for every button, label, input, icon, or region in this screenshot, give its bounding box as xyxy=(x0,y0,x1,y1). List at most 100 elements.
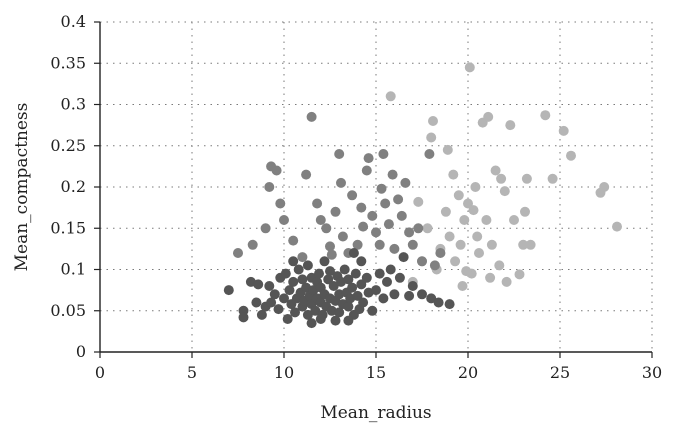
data-point-s2-32 xyxy=(505,120,516,131)
data-point-s2-19 xyxy=(470,182,481,192)
data-point-s1-21 xyxy=(352,239,363,250)
data-point-s2-5 xyxy=(428,116,438,126)
data-point-s0-64 xyxy=(356,279,367,290)
data-point-s2-27 xyxy=(490,165,501,176)
data-point-s2-4 xyxy=(426,132,437,143)
data-point-s1-5 xyxy=(271,165,282,176)
data-point-s2-46 xyxy=(442,144,453,155)
data-point-s2-25 xyxy=(485,272,496,283)
x-axis-title: Mean_radius xyxy=(320,403,431,423)
data-point-s2-24 xyxy=(483,111,494,122)
data-point-s0-28 xyxy=(302,260,313,271)
y-tick-label-8: 0.4 xyxy=(61,12,86,31)
data-point-s2-43 xyxy=(599,182,610,192)
data-point-s0-40 xyxy=(319,256,330,267)
data-point-s0-88 xyxy=(385,264,396,275)
data-point-s2-44 xyxy=(612,221,622,232)
data-point-s1-20 xyxy=(347,190,358,201)
data-point-s2-12 xyxy=(453,190,464,201)
data-point-s1-39 xyxy=(424,149,435,159)
data-point-s2-15 xyxy=(459,215,470,225)
data-point-s1-10 xyxy=(301,169,312,180)
data-point-s2-45 xyxy=(413,196,424,207)
x-tick-label-0: 0 xyxy=(95,363,105,382)
data-point-s1-9 xyxy=(297,252,308,263)
y-tick-label-0: 0 xyxy=(76,342,86,361)
data-point-s2-11 xyxy=(450,256,461,267)
data-point-s0-47 xyxy=(328,281,339,291)
data-point-s1-41 xyxy=(435,248,446,258)
data-point-s1-46 xyxy=(376,183,387,194)
series-1 xyxy=(233,111,446,271)
data-point-s0-45 xyxy=(325,266,335,277)
data-point-s2-40 xyxy=(558,125,569,136)
data-point-s0-66 xyxy=(361,272,372,283)
data-point-s0-76 xyxy=(407,281,418,291)
y-tick-label-5: 0.25 xyxy=(50,136,86,155)
data-point-s1-28 xyxy=(378,149,389,159)
data-point-s1-33 xyxy=(393,194,404,205)
data-point-s1-45 xyxy=(326,249,337,260)
data-point-s1-31 xyxy=(387,169,398,180)
x-tick-label-5: 25 xyxy=(550,363,570,382)
data-point-s0-4 xyxy=(251,297,262,308)
y-tick-label-1: 0.05 xyxy=(50,301,86,320)
data-point-s0-21 xyxy=(293,264,304,275)
series-2 xyxy=(385,62,622,291)
data-point-s0-6 xyxy=(256,309,267,320)
data-point-s0-13 xyxy=(279,293,289,304)
x-tick-label-2: 10 xyxy=(274,363,294,382)
data-point-s1-40 xyxy=(429,260,440,271)
x-tick-label-4: 20 xyxy=(458,363,478,382)
data-point-s1-17 xyxy=(334,149,345,159)
data-point-s0-77 xyxy=(417,289,427,300)
x-axis-ticks: 0 5 10 15 20 25 30 xyxy=(95,352,662,382)
data-point-s1-6 xyxy=(275,198,286,209)
data-point-s1-32 xyxy=(389,243,400,254)
data-point-s1-38 xyxy=(417,256,427,267)
y-tick-label-4: 0.2 xyxy=(61,177,86,196)
data-point-s2-38 xyxy=(540,110,551,121)
data-point-s1-29 xyxy=(380,198,391,209)
data-point-s0-59 xyxy=(347,282,358,293)
data-point-s2-39 xyxy=(547,173,558,184)
data-point-s1-12 xyxy=(312,198,323,209)
data-point-s1-14 xyxy=(321,223,332,234)
data-point-s1-18 xyxy=(337,231,348,242)
data-point-s1-16 xyxy=(330,206,341,217)
data-point-s2-31 xyxy=(501,276,512,287)
data-point-s2-26 xyxy=(486,239,497,250)
data-point-s2-28 xyxy=(494,260,505,271)
data-point-s1-37 xyxy=(413,223,424,234)
data-point-s1-34 xyxy=(396,210,407,221)
data-point-s1-30 xyxy=(383,219,394,230)
grid xyxy=(100,21,653,352)
x-tick-label-1: 5 xyxy=(187,363,197,382)
data-point-s2-47 xyxy=(461,266,472,277)
y-tick-label-2: 0.1 xyxy=(61,260,86,279)
data-point-s0-56 xyxy=(343,301,354,312)
data-point-s0-71 xyxy=(378,293,389,304)
y-tick-label-3: 0.15 xyxy=(50,218,86,237)
data-point-s2-48 xyxy=(468,205,479,216)
data-point-s2-14 xyxy=(457,281,468,291)
data-point-s0-80 xyxy=(444,299,455,310)
data-point-s0-74 xyxy=(394,272,405,283)
data-point-s1-42 xyxy=(400,177,411,188)
data-point-s0-18 xyxy=(288,276,299,287)
data-point-s2-36 xyxy=(521,173,532,184)
data-point-s1-27 xyxy=(374,239,385,250)
y-tick-label-7: 0.35 xyxy=(50,53,86,72)
data-point-s1-23 xyxy=(361,165,372,176)
data-point-s1-3 xyxy=(264,182,275,192)
data-point-s2-9 xyxy=(444,231,455,242)
data-point-s2-23 xyxy=(481,215,492,225)
data-point-s1-22 xyxy=(356,202,367,213)
data-point-s2-37 xyxy=(525,239,536,250)
data-point-s2-33 xyxy=(509,215,519,225)
data-point-s1-24 xyxy=(363,153,374,164)
data-point-s1-26 xyxy=(371,227,381,238)
data-point-s0-14 xyxy=(280,268,291,279)
data-point-s0-65 xyxy=(358,297,369,308)
data-point-s0-84 xyxy=(343,315,354,326)
